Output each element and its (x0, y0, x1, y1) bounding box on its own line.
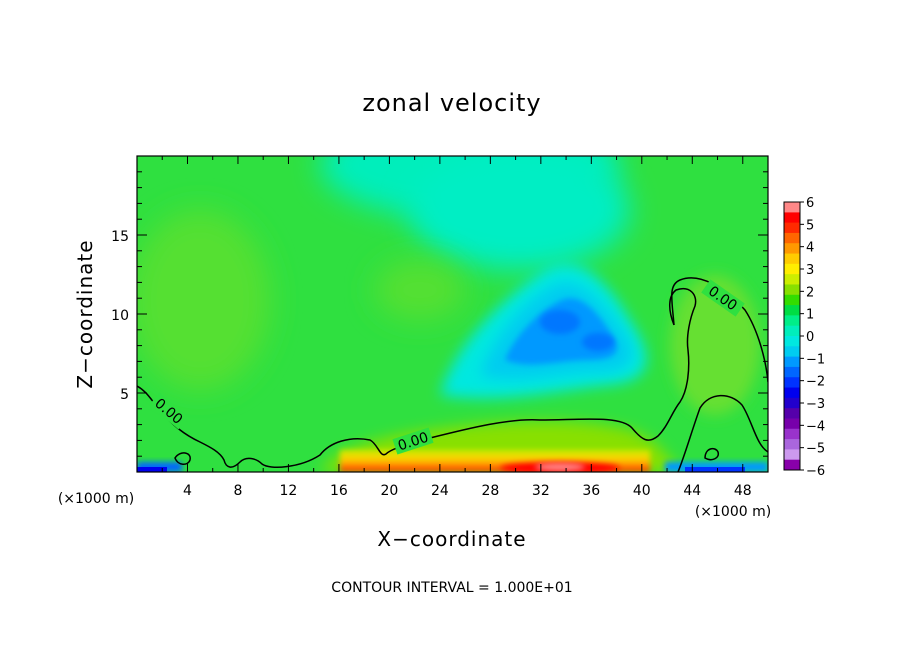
colorbar-tick-label: −3 (806, 397, 825, 412)
colorbar-tick-label: 6 (806, 196, 814, 211)
x-unit-label-left: (×1000 m) (58, 491, 134, 507)
field-upper-cyan-2 (410, 156, 630, 270)
y-axis-title: Z−coordinate (73, 239, 97, 388)
colorbar-swatch (784, 315, 800, 327)
contour-left-small (174, 452, 191, 465)
x-tick-label: 20 (380, 483, 398, 499)
x-axis-title: X−coordinate (377, 527, 526, 551)
colorbar-swatch (784, 387, 800, 399)
colorbar-swatch-bottom (784, 459, 800, 470)
colorbar-swatch (784, 284, 800, 296)
x-axis: 4 8 12 16 20 24 28 32 36 40 44 48 (161, 156, 752, 499)
colorbar-swatch (784, 232, 800, 244)
chart-title: zonal velocity (362, 89, 541, 117)
colorbar-tick-label: −6 (806, 464, 825, 479)
x-tick-label: 12 (280, 483, 298, 499)
field-negative-peak-1 (540, 310, 580, 334)
colorbar-swatch (784, 356, 800, 368)
colorbar-swatch (784, 325, 800, 337)
colorbar-swatch-top (784, 202, 800, 213)
field-negative-peak-2 (582, 333, 614, 351)
colorbar-swatch (784, 397, 800, 409)
colorbar-swatch (784, 366, 800, 378)
field-surface-cold-right-core (685, 467, 745, 472)
colorbar-swatch (784, 222, 800, 234)
y-tick-label: 15 (111, 229, 129, 245)
plot-area (137, 156, 768, 472)
y-tick-label: 5 (120, 387, 129, 403)
x-tick-label: 32 (532, 483, 550, 499)
colorbar-swatch (784, 418, 800, 430)
colorbar-swatch (784, 243, 800, 255)
colorbar-tick-label: 5 (806, 218, 814, 233)
field-mid-lightgreen (375, 260, 465, 320)
field-surface-cold-left-core (137, 467, 167, 472)
contour-label-backs (149, 279, 745, 455)
x-tick-label: 16 (330, 483, 348, 499)
x-tick-label: 36 (582, 483, 600, 499)
colorbar-swatch (784, 449, 800, 461)
y-tick-label: 10 (111, 308, 129, 324)
colorbar-tick-label: 2 (806, 285, 814, 300)
colorbar-swatch (784, 408, 800, 419)
y-axis: 5 10 15 (111, 171, 768, 457)
x-tick-label: 8 (233, 483, 242, 499)
colorbar-swatch (784, 439, 800, 450)
colorbar-tick-label: 1 (806, 308, 814, 323)
colorbar-tick-label: 0 (806, 330, 814, 345)
x-tick-label: 28 (481, 483, 499, 499)
colorbar-tick-label: −4 (806, 419, 825, 434)
colorbar-swatch (784, 336, 800, 347)
contour-interval-note: CONTOUR INTERVAL = 1.000E+01 (331, 580, 572, 596)
x-unit-label-right: (×1000 m) (695, 504, 771, 520)
x-tick-label: 44 (683, 483, 701, 499)
contour-right-lower (677, 394, 768, 472)
field-surface-hot-spot (535, 463, 585, 471)
colorbar-swatch (784, 305, 800, 316)
x-tick-label: 24 (431, 483, 449, 499)
colorbar-tick-label: −5 (806, 442, 825, 457)
x-tick-label: 48 (734, 483, 752, 499)
colorbar-swatch (784, 346, 800, 358)
colorbar-swatch (784, 428, 800, 440)
colorbar: 6 5 4 3 2 1 0 −1 −2 −3 −4 −5 −6 (783, 196, 825, 479)
colorbar-tick-label: −2 (806, 375, 825, 390)
contour-small-blob (704, 447, 720, 461)
colorbar-swatch (784, 263, 800, 275)
x-tick-label: 40 (633, 483, 651, 499)
colorbar-swatch (784, 212, 800, 224)
field-left-lightgreen (137, 210, 270, 390)
colorbar-swatch (784, 294, 800, 306)
colorbar-swatch (784, 253, 800, 265)
colorbar-swatch (784, 377, 800, 389)
colorbar-tick-label: −1 (806, 352, 825, 367)
colorbar-swatch (784, 274, 800, 285)
colorbar-tick-label: 3 (806, 263, 814, 278)
x-tick-label: 4 (183, 483, 192, 499)
colorbar-tick-label: 4 (806, 241, 814, 256)
